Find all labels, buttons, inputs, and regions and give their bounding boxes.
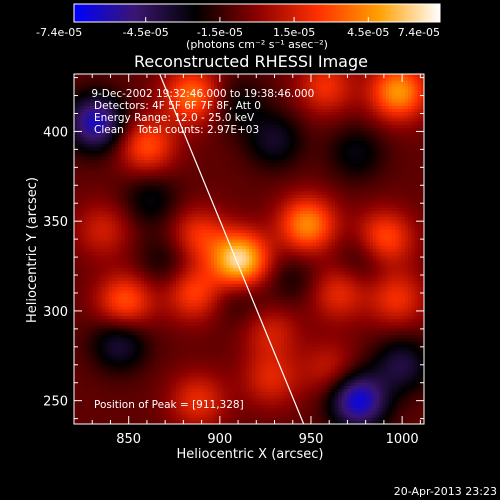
y-axis-label: Heliocentric Y (arcsec) — [25, 177, 40, 323]
annotation-block: 9-Dec-2002 19:32:46.000 to 19:38:46.000 … — [88, 88, 314, 136]
colorbar-tick-label: -7.4e-05 — [36, 26, 82, 39]
x-tick-label: 950 — [299, 432, 324, 447]
y-tick-label: 250 — [43, 395, 68, 410]
colorbar-bar — [73, 3, 441, 23]
y-tick-label: 300 — [43, 305, 68, 320]
colorbar-tick-label: 1.5e-05 — [273, 26, 315, 39]
colorbar-tick-label: -1.5e-05 — [197, 26, 243, 39]
colorbar-tick-label: 7.4e-05 — [398, 26, 440, 39]
annotation-total-counts: Clean Total counts: 2.97E+03 — [94, 124, 259, 136]
heatmap-area: 850 900 950 1000 250 300 350 400 — [43, 73, 425, 447]
annotation-detectors: Detectors: 4F 5F 6F 7F 8F, Att 0 — [94, 100, 261, 112]
annotation-energy-range: Energy Range: 12.0 - 25.0 keV — [94, 112, 255, 124]
y-tick-label: 400 — [43, 125, 68, 140]
colorbar-tick-label: -4.5e-05 — [123, 26, 169, 39]
x-axis-label: Heliocentric X (arcsec) — [177, 447, 324, 462]
colorbar-units-label: (photons cm⁻² s⁻¹ asec⁻²) — [186, 38, 328, 51]
chart-title: Reconstructed RHESSI Image — [134, 52, 368, 71]
colorbar-ticks: -7.4e-05 -4.5e-05 -1.5e-05 1.5e-05 4.5e-05 7.… — [36, 17, 441, 39]
x-tick-label: 1000 — [386, 432, 419, 447]
colorbar-tick-label: 4.5e-05 — [347, 26, 389, 39]
colorbar: -7.4e-05 -4.5e-05 -1.5e-05 1.5e-05 4.5e-05 7.… — [36, 3, 441, 51]
timestamp: 20-Apr-2013 23:23 — [394, 485, 497, 498]
peak-position-label: Position of Peak = [911,328] — [94, 399, 244, 411]
y-tick-label: 350 — [43, 215, 68, 230]
axis-ticks: 850 900 950 1000 250 300 350 400 — [43, 74, 424, 447]
solar-limb-line — [159, 74, 305, 424]
heatmap-image — [74, 74, 424, 424]
plot-frame — [73, 73, 425, 425]
x-tick-label: 900 — [207, 432, 232, 447]
annotation-time-range: 9-Dec-2002 19:32:46.000 to 19:38:46.000 — [88, 88, 314, 100]
x-tick-label: 850 — [116, 432, 141, 447]
